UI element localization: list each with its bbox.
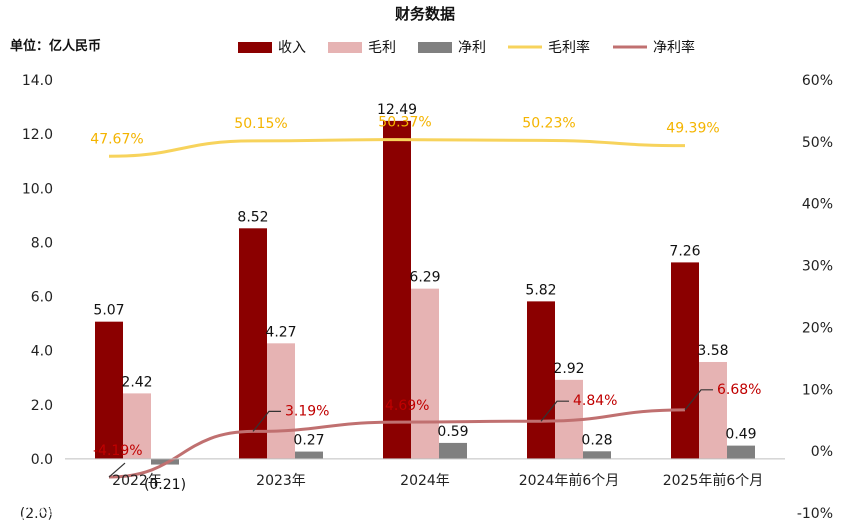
legend-label: 净利 bbox=[458, 40, 486, 56]
net-margin-label: 4.84% bbox=[573, 393, 617, 409]
bar-series bbox=[95, 120, 755, 465]
bar-value-label: 3.58 bbox=[697, 343, 728, 359]
net-margin-leader-line bbox=[108, 462, 126, 478]
bar-净利-2022年 bbox=[151, 458, 179, 465]
y-left-tick-label: 14.0 bbox=[22, 73, 53, 89]
y-right-tick-label: -10% bbox=[797, 506, 833, 522]
bar-value-label: 2.92 bbox=[553, 361, 584, 377]
bar-净利-2024年前6个月 bbox=[583, 451, 611, 459]
y-right-tick-label: 60% bbox=[802, 73, 833, 89]
watermark-text: 大数跨境 bbox=[36, 503, 88, 518]
bar-value-label: 0.49 bbox=[725, 427, 756, 443]
net-margin-leader-line bbox=[684, 389, 713, 411]
bar-value-label: 0.59 bbox=[437, 424, 468, 440]
legend-swatch-收入 bbox=[238, 42, 272, 53]
x-tick-label: 2022年 bbox=[112, 473, 162, 489]
y-right-tick-label: 30% bbox=[802, 259, 833, 275]
x-tick-label: 2024年 bbox=[400, 473, 450, 489]
bar-毛利-2022年 bbox=[123, 393, 151, 459]
gross-margin-label: 50.37% bbox=[378, 115, 431, 131]
bar-净利-2023年 bbox=[295, 451, 323, 459]
bar-value-label: 5.07 bbox=[93, 303, 124, 319]
bar-value-label: (0.21) bbox=[144, 477, 186, 493]
bar-净利-2024年 bbox=[439, 442, 467, 459]
net-margin-label: 4.69% bbox=[385, 398, 429, 414]
bar-value-label: 6.29 bbox=[409, 270, 440, 286]
y-right-tick-label: 50% bbox=[802, 135, 833, 151]
gross-margin-label: 47.67% bbox=[90, 131, 143, 147]
bar-收入-2023年 bbox=[239, 228, 267, 459]
bar-收入-2024年 bbox=[383, 120, 411, 459]
bar-value-label: 4.27 bbox=[265, 324, 296, 340]
legend-label: 毛利率 bbox=[548, 39, 590, 56]
y-right-tick-label: 10% bbox=[802, 382, 833, 398]
bar-value-label: 2.42 bbox=[121, 374, 152, 390]
bar-收入-2025年前6个月 bbox=[671, 262, 699, 459]
y-left-tick-label: 2.0 bbox=[31, 398, 53, 414]
data-labels: 5.07 8.52 12.49 5.82 7.26 2.42 4.27 6.29 2.92 3.5… bbox=[90, 102, 761, 493]
y-left-tick-label: 4.0 bbox=[31, 344, 53, 360]
y-left-tick-label: 0.0 bbox=[31, 452, 53, 468]
watermark: 大数跨境 bbox=[10, 499, 88, 519]
y-left-tick-label: 8.0 bbox=[31, 235, 53, 251]
line-series bbox=[108, 138, 686, 479]
net-margin-label: 3.19% bbox=[285, 403, 329, 419]
gross-margin-label: 49.39% bbox=[666, 121, 719, 137]
left-axis: 14.012.010.08.06.04.02.00.0(2.0) bbox=[20, 73, 53, 522]
y-left-tick-label: 12.0 bbox=[22, 127, 53, 143]
net-margin-label: 6.68% bbox=[717, 382, 761, 398]
bar-value-label: 8.52 bbox=[237, 209, 268, 225]
bar-收入-2022年 bbox=[95, 321, 123, 459]
net-margin-label: -4.19% bbox=[93, 443, 143, 459]
bar-净利-2025年前6个月 bbox=[727, 445, 755, 459]
net-margin-leader-line bbox=[252, 410, 281, 432]
bar-value-label: 0.28 bbox=[581, 432, 612, 448]
bar-value-label: 5.82 bbox=[525, 282, 556, 298]
net-margin-leader-line bbox=[540, 400, 569, 422]
bar-毛利-2025年前6个月 bbox=[699, 361, 727, 459]
bar-毛利-2023年 bbox=[267, 343, 295, 459]
chart-title: 财务数据 bbox=[395, 5, 455, 23]
right-axis: 60% 50% 40% 30% 20% 10% 0% -10% bbox=[797, 73, 833, 522]
legend-label: 净利率 bbox=[653, 39, 695, 56]
line-毛利率 bbox=[108, 138, 686, 158]
y-left-tick-label: 6.0 bbox=[31, 290, 53, 306]
watermark-logo-icon bbox=[10, 499, 30, 519]
bar-毛利-2024年 bbox=[411, 288, 439, 459]
bar-收入-2024年前6个月 bbox=[527, 301, 555, 459]
unit-label: 单位：亿人民币 bbox=[10, 38, 101, 54]
x-tick-label: 2024年前6个月 bbox=[519, 472, 620, 489]
y-right-tick-label: 20% bbox=[802, 320, 833, 336]
gross-margin-label: 50.23% bbox=[522, 115, 575, 131]
y-right-tick-label: 0% bbox=[811, 444, 833, 460]
bar-value-label: 7.26 bbox=[669, 243, 700, 259]
line-净利率 bbox=[108, 408, 686, 479]
y-right-tick-label: 40% bbox=[802, 197, 833, 213]
legend-label: 毛利 bbox=[368, 40, 396, 56]
gross-margin-label: 50.15% bbox=[234, 116, 287, 132]
legend-swatch-毛利 bbox=[328, 42, 362, 53]
x-axis: 2022年 2023年 2024年 2024年前6个月 2025年前6个月 bbox=[65, 458, 785, 489]
bar-value-label: 12.49 bbox=[377, 102, 417, 118]
bar-value-label: 0.27 bbox=[293, 433, 324, 449]
x-tick-label: 2025年前6个月 bbox=[663, 472, 764, 489]
x-tick-label: 2023年 bbox=[256, 473, 306, 489]
chart-legend: 收入 毛利 净利 毛利率 净利率 bbox=[238, 39, 695, 56]
y-left-tick-label: 10.0 bbox=[22, 181, 53, 197]
legend-swatch-净利 bbox=[418, 42, 452, 53]
legend-label: 收入 bbox=[278, 40, 306, 56]
